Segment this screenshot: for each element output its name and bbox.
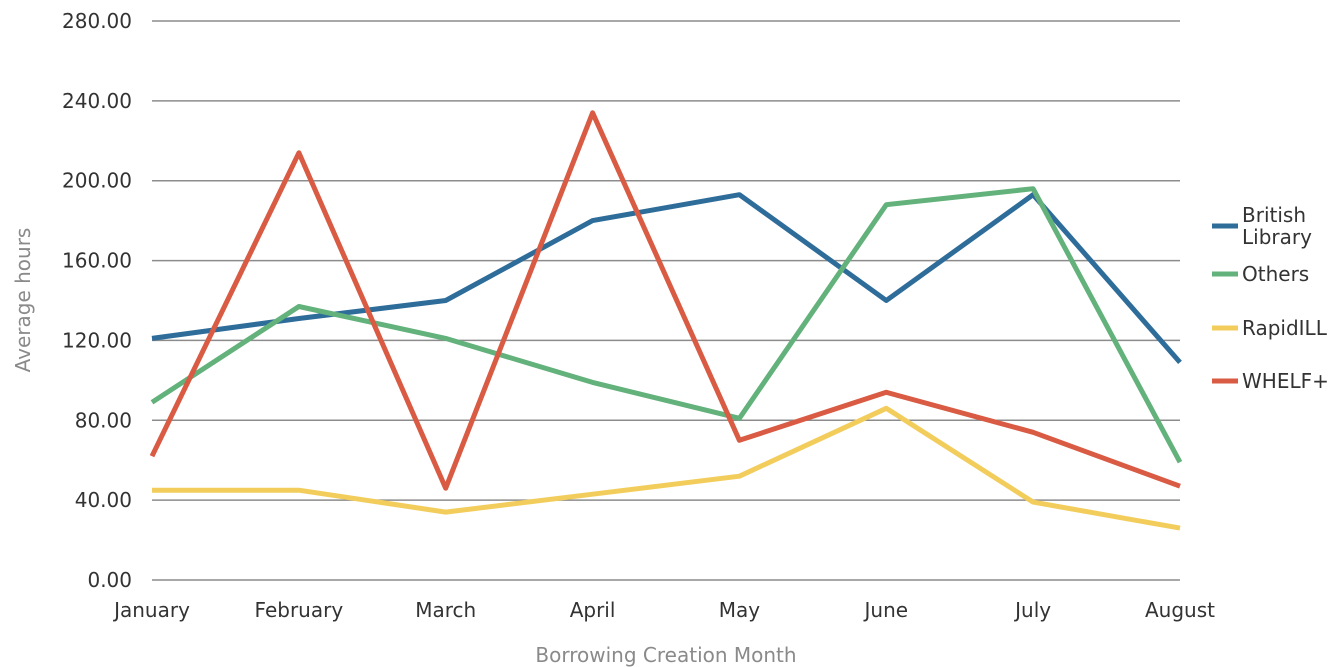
x-tick-label: August <box>1145 598 1215 622</box>
legend-label: British Library <box>1242 203 1312 249</box>
series-line-rapidill <box>152 405 1181 531</box>
x-tick-label: July <box>1013 598 1051 622</box>
series-lines <box>149 110 1183 531</box>
y-axis-ticks: 0.00 40.00 80.00 120.00 160.00 200.00 240.00 28… <box>62 9 132 592</box>
x-tick-label: January <box>112 598 190 622</box>
y-tick-label: 240.00 <box>62 89 132 113</box>
legend-swatch <box>1212 223 1238 229</box>
legend: British Library Others RapidILL WHELF+ <box>1212 203 1329 393</box>
legend-item: British Library <box>1212 203 1312 249</box>
x-tick-label: June <box>863 598 909 622</box>
x-axis-title: Borrowing Creation Month <box>535 643 796 667</box>
legend-label: Others <box>1242 262 1309 286</box>
y-tick-label: 80.00 <box>75 408 132 432</box>
x-tick-label: March <box>415 598 476 622</box>
y-tick-label: 0.00 <box>87 568 132 592</box>
y-tick-label: 200.00 <box>62 169 132 193</box>
gridlines <box>152 20 1180 581</box>
y-tick-label: 120.00 <box>62 328 132 352</box>
x-tick-label: May <box>719 598 761 622</box>
legend-label: WHELF+ <box>1242 369 1329 393</box>
legend-item: Others <box>1212 262 1309 286</box>
legend-swatch <box>1212 378 1238 384</box>
y-tick-label: 160.00 <box>62 249 132 273</box>
y-tick-label: 280.00 <box>62 9 132 33</box>
legend-item: RapidILL <box>1212 316 1328 340</box>
x-tick-label: April <box>570 598 616 622</box>
legend-label: RapidILL <box>1242 316 1328 340</box>
x-axis-ticks: January February March April May June July Augu… <box>112 598 1215 622</box>
series-line-whelf- <box>149 110 1181 491</box>
y-axis-title: Average hours <box>11 228 35 373</box>
legend-item: WHELF+ <box>1212 369 1329 393</box>
series-line-others <box>150 186 1183 464</box>
x-tick-label: February <box>255 598 344 622</box>
series-line-british-library <box>151 192 1182 365</box>
legend-swatch <box>1212 325 1238 331</box>
y-tick-label: 40.00 <box>75 488 132 512</box>
legend-swatch <box>1212 271 1238 277</box>
